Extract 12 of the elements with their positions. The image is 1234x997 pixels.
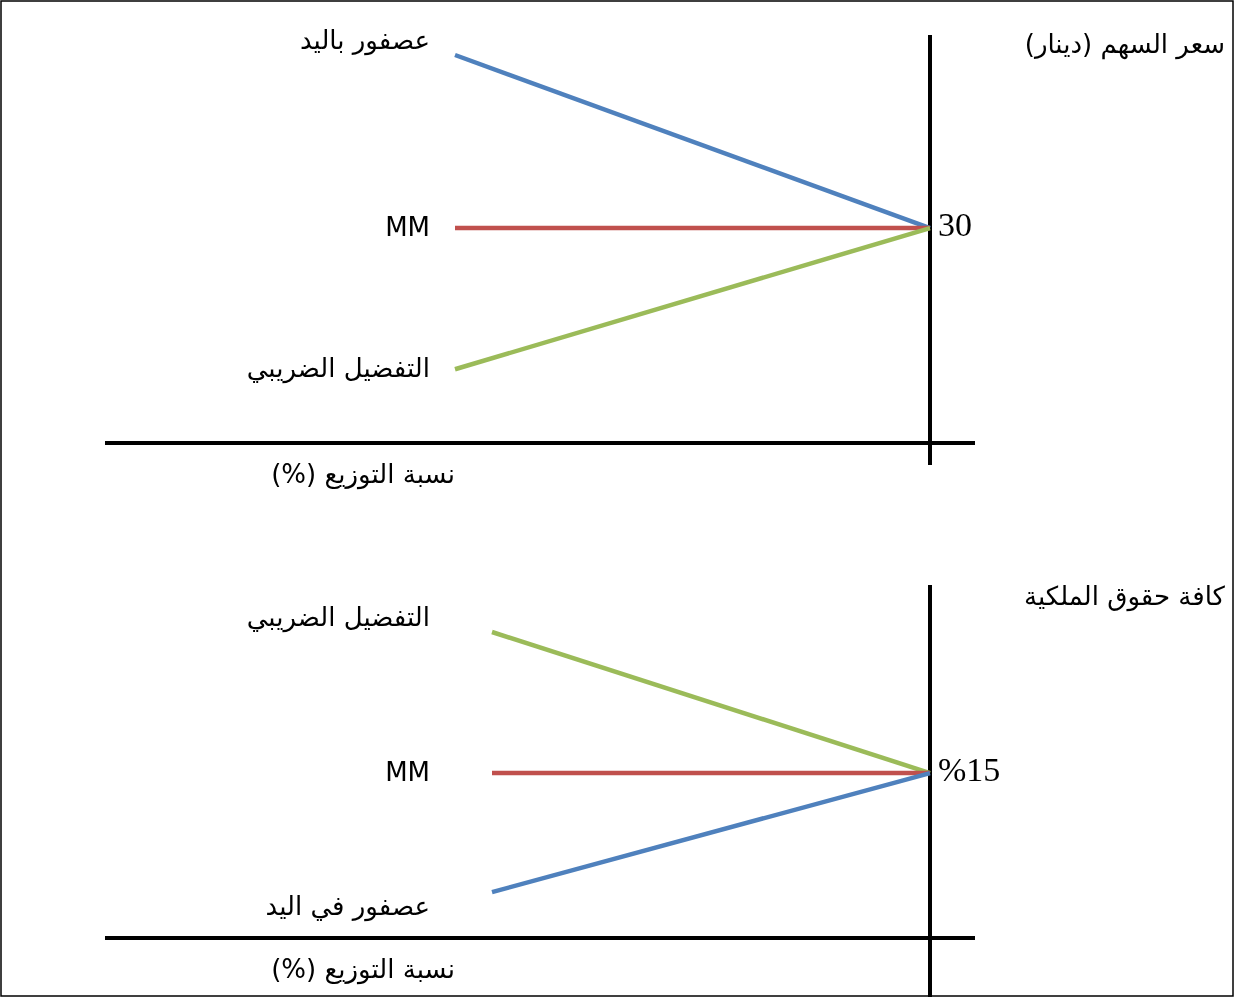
text: عصفور في اليد bbox=[265, 890, 430, 922]
x-axis-title: نسبة التوزيع (%) bbox=[271, 953, 455, 985]
text: MM bbox=[385, 756, 430, 787]
series-label: MM bbox=[385, 211, 430, 242]
series-label: التفضيل الضريبي bbox=[246, 352, 430, 384]
y-axis-title: سعر السهم (دينار) bbox=[1024, 28, 1225, 60]
text: التفضيل الضريبي bbox=[246, 601, 430, 633]
x-axis-title: نسبة التوزيع (%) bbox=[271, 458, 455, 490]
y-axis-title: كافة حقوق الملكية bbox=[1024, 580, 1226, 612]
annotation: %15 bbox=[938, 750, 1001, 788]
series-label: عصفور باليد bbox=[299, 24, 430, 56]
annotation: 30 bbox=[938, 205, 972, 243]
